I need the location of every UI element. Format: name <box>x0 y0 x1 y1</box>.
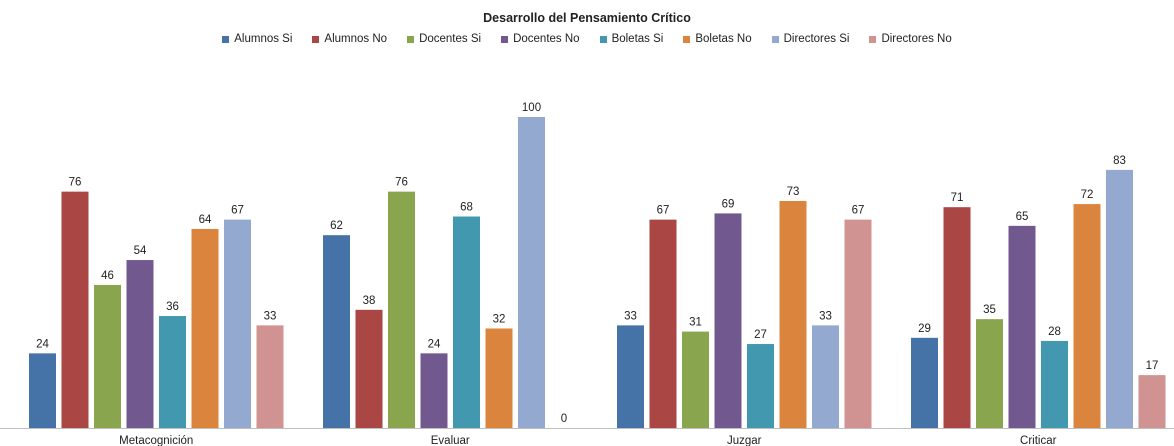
category-label: Metacognición <box>119 435 193 446</box>
bar <box>453 216 480 428</box>
bar <box>94 284 121 428</box>
data-label: 24 <box>36 338 49 350</box>
legend-item: Docentes Si <box>407 33 481 45</box>
bar <box>617 325 644 428</box>
data-label: 73 <box>787 186 800 198</box>
legend-item: Boletas Si <box>599 33 664 45</box>
legend-swatch <box>501 35 509 43</box>
legend-swatch <box>599 35 607 43</box>
legend-item: Directores No <box>869 33 952 45</box>
legend-label: Alumnos No <box>324 33 388 45</box>
legend-swatch <box>869 35 877 43</box>
legend-label: Boletas No <box>695 33 752 45</box>
data-label: 54 <box>134 245 147 257</box>
bar <box>323 235 350 428</box>
data-label: 29 <box>918 323 931 335</box>
legend-label: Docentes No <box>513 33 580 45</box>
bar <box>682 331 709 428</box>
bar <box>420 353 448 428</box>
bar <box>1106 169 1133 428</box>
bar <box>388 191 415 428</box>
bar <box>1041 340 1068 428</box>
legend-label: Boletas Si <box>611 33 664 45</box>
bar <box>649 219 677 428</box>
data-label: 33 <box>819 310 832 322</box>
data-label: 100 <box>522 102 541 114</box>
data-label: 27 <box>754 329 767 341</box>
data-label: 67 <box>657 205 670 217</box>
bar <box>159 316 186 428</box>
legend: Alumnos Si Alumnos No Docentes Si Docentes … <box>0 33 1174 45</box>
bar <box>1008 225 1036 428</box>
bar <box>714 213 742 428</box>
data-label: 72 <box>1081 189 1094 201</box>
bar <box>256 325 284 428</box>
bar <box>911 337 938 428</box>
bar <box>61 191 89 428</box>
data-label: 0 <box>561 413 567 425</box>
bar <box>29 353 56 428</box>
bar <box>1073 204 1101 428</box>
bar <box>812 325 839 428</box>
bar <box>779 200 807 428</box>
legend-item: Alumnos Si <box>222 33 292 45</box>
data-label: 24 <box>428 338 441 350</box>
legend-label: Directores Si <box>783 33 850 45</box>
data-label: 28 <box>1048 326 1061 338</box>
bar <box>1138 375 1166 428</box>
legend-label: Directores No <box>881 33 952 45</box>
legend-swatch <box>312 35 320 43</box>
bar <box>355 309 383 428</box>
data-label: 69 <box>722 198 735 210</box>
bar <box>191 228 219 428</box>
legend-label: Alumnos Si <box>234 33 293 45</box>
bar <box>747 344 774 428</box>
data-label: 76 <box>395 177 408 189</box>
bar <box>224 219 251 428</box>
data-label: 46 <box>101 270 114 282</box>
bar <box>518 117 545 428</box>
data-label: 38 <box>363 295 376 307</box>
data-label: 65 <box>1016 211 1029 223</box>
legend-swatch <box>771 35 779 43</box>
data-label: 67 <box>231 205 244 217</box>
data-label: 67 <box>852 205 865 217</box>
category-label: Juzgar <box>727 435 762 446</box>
bar <box>844 219 872 428</box>
bar <box>976 319 1003 428</box>
legend-item: Docentes No <box>501 33 580 45</box>
chart-title: Desarrollo del Pensamiento Crítico <box>483 11 691 25</box>
bar <box>485 328 513 428</box>
data-label: 71 <box>951 192 964 204</box>
data-label: 17 <box>1146 360 1159 372</box>
legend-swatch <box>407 35 415 43</box>
data-label: 35 <box>983 304 996 316</box>
legend-swatch <box>683 35 691 43</box>
bar <box>943 207 971 428</box>
legend-item: Boletas No <box>683 33 752 45</box>
data-label: 83 <box>1113 155 1126 167</box>
data-label: 64 <box>199 214 212 226</box>
data-label: 32 <box>493 313 506 325</box>
data-label: 33 <box>624 310 637 322</box>
category-label: Evaluar <box>431 435 470 446</box>
data-label: 33 <box>264 310 277 322</box>
legend-label: Docentes Si <box>419 33 482 45</box>
data-label: 36 <box>166 301 179 313</box>
bar <box>126 260 154 428</box>
legend-item: Alumnos No <box>312 33 387 45</box>
category-label: Criticar <box>1020 435 1057 446</box>
legend-item: Directores Si <box>771 33 850 45</box>
data-label: 76 <box>69 177 82 189</box>
data-label: 31 <box>689 317 702 329</box>
data-label: 68 <box>460 202 473 214</box>
legend-swatch <box>222 35 230 43</box>
data-label: 62 <box>330 220 343 232</box>
